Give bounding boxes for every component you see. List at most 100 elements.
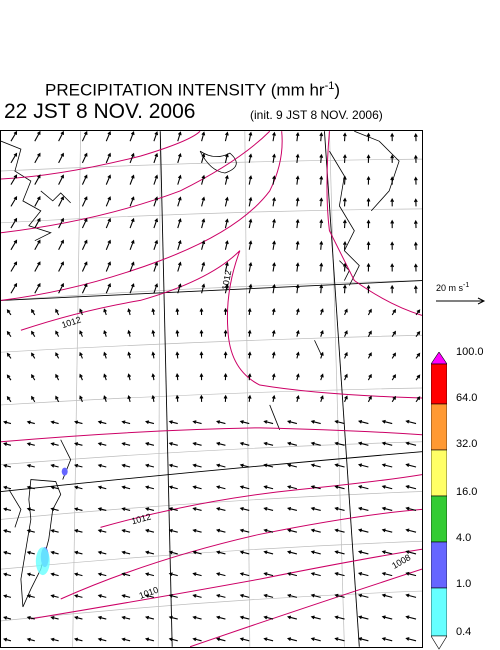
wind-arrow [263, 485, 274, 490]
wind-arrow [26, 572, 35, 577]
wind-arrow [272, 262, 276, 272]
wind-arrow [55, 395, 60, 403]
wind-arrow [216, 593, 226, 598]
wind-arrow [342, 284, 347, 294]
wind-arrow [55, 352, 60, 359]
wind-arrow [405, 506, 417, 511]
wind-arrow [105, 174, 111, 185]
wind-arrow [127, 351, 132, 359]
wind-arrow [319, 219, 324, 229]
wind-arrow [224, 261, 229, 272]
wind-arrow [177, 283, 182, 294]
wind-arrow [366, 154, 371, 163]
wind-arrow [286, 463, 298, 468]
wind-arrow [344, 330, 348, 337]
wind-arrow [342, 154, 347, 163]
wind-arrow [320, 329, 324, 337]
wind-arrow [239, 485, 250, 490]
wind-arrow [97, 637, 107, 642]
wind-arrow [199, 329, 204, 337]
wind-arrow [390, 219, 395, 229]
legend-swatch [431, 495, 447, 543]
wind-arrow [405, 637, 417, 642]
wind-arrow [103, 395, 107, 403]
wind-arrow [121, 615, 131, 620]
legend-swatch [431, 403, 447, 451]
wind-arrow [295, 308, 300, 316]
wind-arrow [271, 373, 276, 381]
wind-arrow [26, 442, 35, 446]
wind-arrow [224, 240, 229, 250]
wind-arrow [415, 309, 421, 316]
wind-arrow [153, 152, 159, 164]
wind-arrow [334, 637, 345, 642]
wind-arrow [31, 374, 36, 381]
wind-arrow [390, 197, 395, 207]
wind-scale-arrow [436, 297, 486, 305]
init-time: (init. 9 JST 8 NOV. 2006) [250, 108, 383, 122]
wind-arrow [263, 420, 274, 425]
wind-arrow [216, 441, 226, 446]
wind-arrow [334, 550, 345, 555]
wind-arrow [320, 308, 324, 316]
wind-arrow [34, 217, 41, 229]
wind-arrow [367, 395, 372, 403]
wind-arrow [247, 351, 252, 359]
wind-arrow [26, 594, 35, 599]
wind-arrow [201, 174, 206, 185]
wind-arrow [263, 463, 274, 468]
wind-arrow [121, 507, 131, 511]
wind-arrow [26, 529, 35, 533]
wind-arrow [334, 615, 345, 620]
wind-arrow [31, 352, 36, 359]
wind-arrow [405, 615, 417, 620]
wind-arrow [286, 637, 298, 642]
wind-arrow [310, 572, 321, 577]
wind-arrow [247, 307, 252, 316]
wind-arrow [145, 594, 155, 598]
wind-arrow [286, 420, 298, 425]
wind-arrow [105, 196, 111, 207]
wind-arrow [177, 218, 182, 229]
wind-arrow [357, 528, 369, 533]
wind-arrow [239, 550, 250, 555]
wind-arrow [286, 593, 298, 598]
wind-arrow [224, 153, 229, 164]
wind-arrow [310, 528, 321, 533]
wind-arrow [295, 175, 300, 185]
wind-arrow [310, 441, 321, 446]
wind-arrow [366, 176, 371, 185]
wind-arrow [153, 196, 159, 207]
wind-arrow [177, 196, 182, 207]
wind-arrow [26, 550, 35, 555]
wind-arrow [366, 262, 371, 272]
wind-arrow [129, 239, 135, 250]
wind-arrow [224, 196, 229, 207]
wind-arrow [413, 263, 418, 272]
wind-arrow [367, 373, 372, 381]
wind-arrow [390, 176, 395, 185]
wind-arrow [216, 420, 226, 425]
wind-arrow [31, 395, 36, 403]
wind-arrow [151, 329, 156, 337]
wind-arrow [366, 219, 371, 229]
wind-arrow [357, 593, 369, 598]
wind-arrow [58, 174, 64, 185]
wind-arrow [121, 485, 131, 490]
wind-arrow [145, 572, 155, 577]
wind-arrow [357, 419, 369, 425]
wind-arrow [3, 594, 12, 599]
wind-arrow [97, 507, 107, 511]
legend-label: 100.0 [456, 346, 484, 358]
wind-arrow [271, 329, 276, 337]
valid-time: 22 JST 8 NOV. 2006 [4, 100, 196, 123]
wind-arrow [192, 420, 202, 425]
wind-arrow [342, 132, 347, 142]
legend-swatch-bottom [431, 635, 447, 650]
wind-scale: 20 m s-1 [436, 282, 486, 311]
wind-arrow [105, 239, 111, 251]
wind-arrow [357, 637, 369, 642]
wind-arrow [239, 637, 250, 642]
wind-arrow [6, 330, 12, 338]
wind-arrow [413, 219, 418, 229]
